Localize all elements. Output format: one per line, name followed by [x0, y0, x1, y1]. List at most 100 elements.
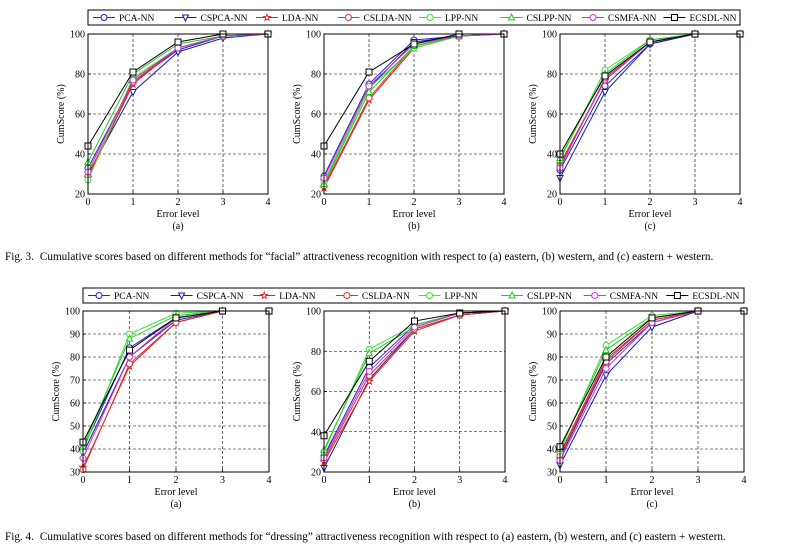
y-tick-label: 60	[547, 110, 557, 121]
y-tick-label: 20	[75, 190, 85, 201]
data-point	[411, 317, 418, 325]
chart-panel-a: 0 1 2 3 4 30 40 50 60 70 80 90 100 Error level CumScor…	[51, 306, 274, 510]
legend-label: CSMFA-NN	[608, 14, 657, 24]
legend-item-lpp-nn: LPP-NN	[419, 14, 478, 24]
x-tick-label: 4	[503, 475, 508, 486]
legend-label: ECSDL-NN	[690, 14, 737, 24]
y-axis-label: CumScore (%)	[292, 362, 303, 422]
legend-label: ECSDL-NN	[692, 292, 739, 302]
legend-item-cslda-nn: CSLDA-NN	[335, 292, 410, 302]
y-tick-label: 60	[311, 110, 321, 121]
x-axis-label: Error level	[393, 487, 436, 498]
legend-item-csmfa-nn: CSMFA-NN	[582, 14, 657, 24]
panel-label: (c)	[646, 499, 657, 510]
data-point	[601, 72, 609, 80]
data-point	[129, 89, 137, 97]
y-tick-label: 80	[70, 353, 80, 364]
data-point	[410, 40, 418, 48]
data-point	[456, 309, 464, 317]
y-tick-label: 100	[306, 307, 321, 318]
data-point	[365, 87, 373, 95]
x-tick-label: 2	[176, 197, 181, 208]
data-point	[365, 357, 373, 365]
panel-label: (a)	[170, 499, 181, 510]
y-tick-label: 40	[547, 150, 557, 161]
data-point	[648, 314, 656, 322]
x-tick-label: 3	[693, 197, 698, 208]
legend-item-cspca-nn: CSPCA-NN	[174, 14, 248, 24]
legend-item-pca-nn: PCA-NN	[88, 292, 150, 302]
x-tick-label: 0	[86, 197, 91, 208]
legend: PCA-NN CSPCA-NN LDA-NN CSLDA-NN LPP-NN CSLPP-…	[82, 287, 745, 304]
chart-panel-a: 0 1 2 3 4 20 40 60 80 100 Error level CumScore (%) (…	[56, 29, 273, 232]
legend-label: LPP-NN	[445, 292, 478, 302]
data-point	[365, 82, 373, 90]
x-axis-label: Error level	[628, 209, 671, 220]
x-tick-label: 1	[131, 197, 136, 208]
y-tick-label: 90	[70, 330, 80, 341]
y-tick-label: 100	[65, 307, 80, 318]
data-point	[365, 348, 374, 357]
figure-4: PCA-NN CSPCA-NN LDA-NN CSLDA-NN LPP-NN CSLPP-…	[0, 283, 797, 558]
panel-label: (a)	[172, 221, 183, 232]
x-tick-label: 2	[648, 197, 653, 208]
x-axis-label: Error level	[156, 209, 199, 220]
legend-marker	[591, 292, 599, 299]
x-tick-label: 0	[558, 475, 563, 486]
chart-panel-c: 0 1 2 3 4 20 40 60 80 100 Error level CumScore (%) (…	[528, 29, 745, 232]
x-axis-label: Error level	[630, 487, 673, 498]
x-tick-label: 1	[603, 197, 608, 208]
chart-panel-b: 0 1 2 3 4 20 40 60 80 100 Error level CumScore (%) (…	[292, 29, 509, 232]
legend-item-lda-nn: LDA-NN	[253, 290, 316, 302]
x-tick-label: 1	[127, 475, 132, 486]
legend-marker	[426, 14, 434, 21]
y-tick-label: 40	[311, 150, 321, 161]
x-tick-label: 2	[650, 475, 655, 486]
y-tick-label: 80	[547, 70, 557, 81]
legend-item-lpp-nn: LPP-NN	[418, 292, 478, 302]
x-tick-label: 1	[604, 475, 609, 486]
x-axis-label: Error level	[154, 487, 197, 498]
y-tick-label: 100	[542, 30, 557, 41]
legend-item-cslda-nn: CSLDA-NN	[337, 14, 412, 24]
caption-text: Cumulative scores based on different met…	[39, 251, 714, 263]
legend-label: CSLPP-NN	[527, 14, 572, 24]
x-tick-label: 4	[266, 197, 271, 208]
data-point	[126, 346, 133, 354]
y-axis-label: CumScore (%)	[528, 84, 539, 144]
legend-label: PCA-NN	[114, 292, 150, 302]
data-point	[601, 89, 609, 97]
y-tick-label: 80	[311, 70, 321, 81]
legend-label: LDA-NN	[282, 14, 319, 24]
y-tick-label: 30	[547, 468, 557, 479]
x-tick-label: 3	[457, 475, 462, 486]
legend-marker	[262, 12, 272, 22]
data-point	[602, 353, 610, 361]
data-point	[646, 38, 654, 46]
x-tick-label: 4	[742, 475, 747, 486]
x-tick-label: 2	[174, 475, 179, 486]
figure-4-charts: PCA-NN CSPCA-NN LDA-NN CSLDA-NN LPP-NN CSLPP-…	[51, 287, 749, 510]
caption-label: Fig. 4.	[5, 531, 34, 543]
y-tick-label: 90	[547, 330, 557, 341]
legend-label: LDA-NN	[279, 292, 316, 302]
y-tick-label: 80	[311, 347, 321, 358]
x-tick-label: 4	[267, 475, 272, 486]
data-point	[602, 372, 610, 381]
y-axis-label: CumScore (%)	[56, 84, 67, 144]
y-tick-label: 60	[75, 110, 85, 121]
legend-label: CSMFA-NN	[610, 292, 659, 302]
legend-label: PCA-NN	[119, 14, 155, 24]
y-tick-label: 50	[547, 422, 557, 433]
legend-marker	[673, 292, 681, 299]
legend-box	[82, 287, 745, 304]
x-tick-label: 1	[367, 475, 372, 486]
caption-label: Fig. 3.	[5, 251, 34, 263]
legend-marker	[181, 14, 190, 23]
y-axis-label: CumScore (%)	[292, 84, 303, 144]
y-tick-label: 80	[547, 353, 557, 364]
x-tick-label: 0	[81, 475, 86, 486]
legend-label: LPP-NN	[445, 14, 478, 24]
y-axis-label: CumScore (%)	[528, 362, 539, 422]
chart-panel-b: 0 1 2 3 4 20 40 60 80 100 Error level CumScore (%) (…	[292, 306, 510, 510]
